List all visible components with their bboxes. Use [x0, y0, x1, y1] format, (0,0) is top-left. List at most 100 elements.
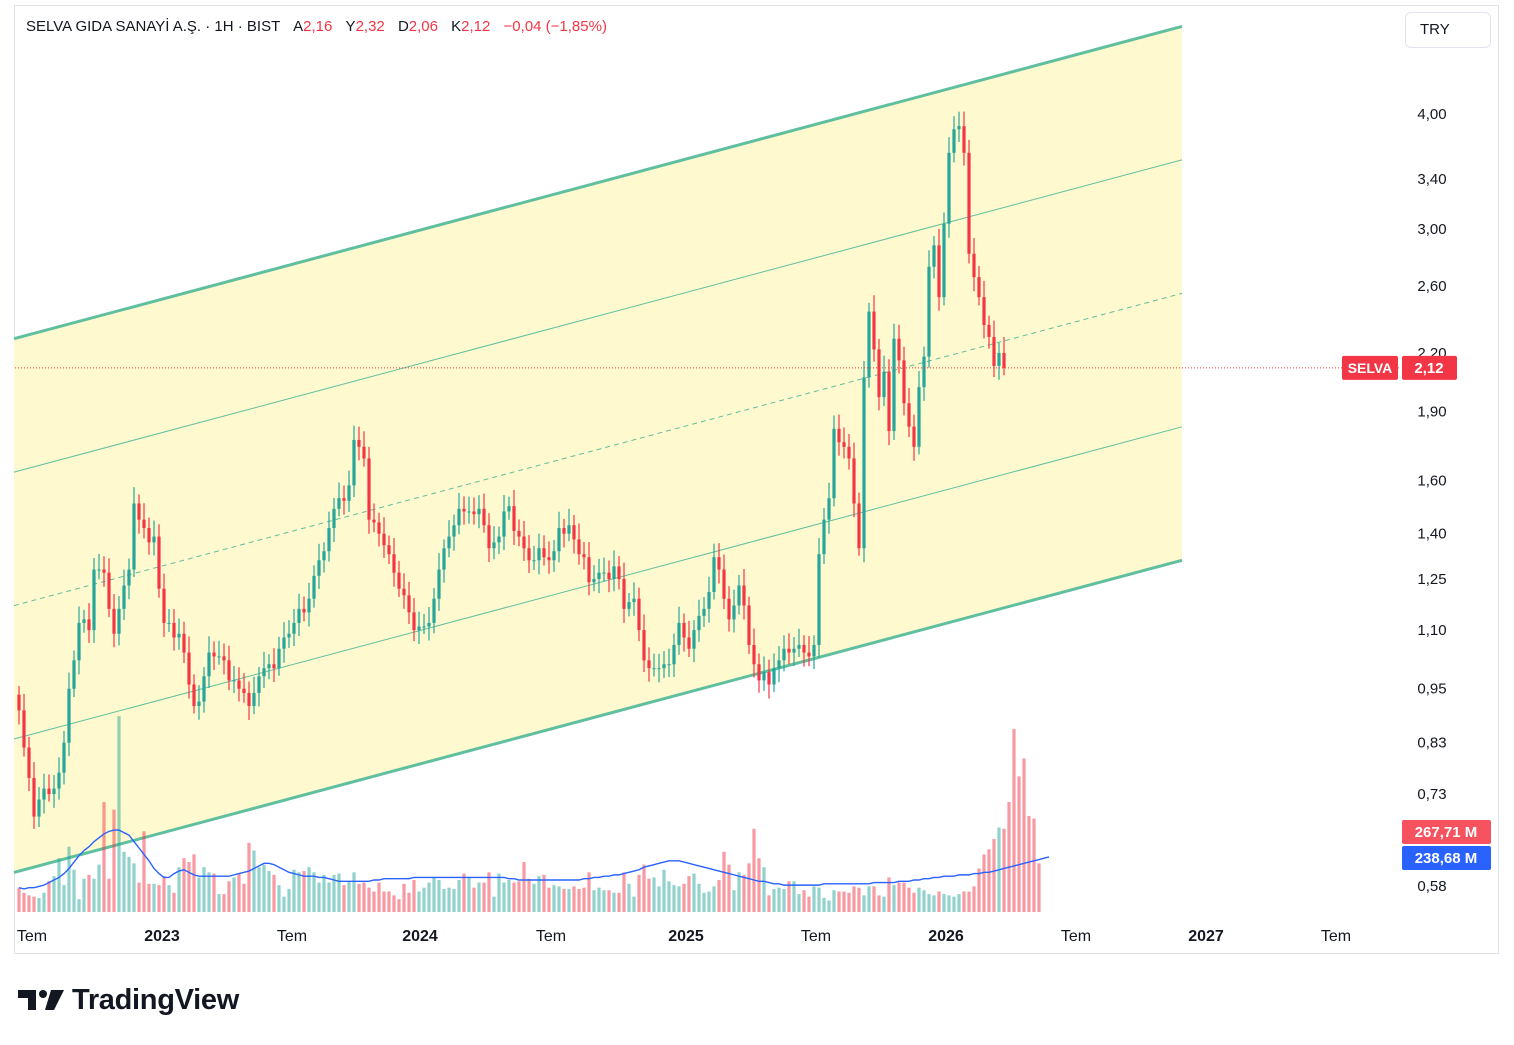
candle[interactable] — [307, 582, 311, 627]
candle[interactable] — [412, 598, 416, 642]
candle[interactable] — [647, 647, 651, 682]
candle[interactable] — [527, 535, 531, 573]
candle[interactable] — [917, 371, 921, 455]
candle[interactable] — [137, 494, 141, 534]
candle[interactable] — [662, 651, 666, 678]
candle[interactable] — [977, 265, 981, 306]
candle[interactable] — [477, 495, 481, 529]
candle[interactable] — [692, 620, 696, 663]
candle[interactable] — [172, 609, 176, 651]
candle[interactable] — [572, 514, 576, 554]
candle[interactable] — [777, 646, 781, 683]
candle[interactable] — [642, 614, 646, 673]
candle[interactable] — [787, 633, 791, 665]
candle[interactable] — [277, 636, 281, 676]
candle[interactable] — [282, 622, 286, 663]
candle[interactable] — [627, 592, 631, 617]
candle[interactable] — [607, 560, 611, 593]
candle[interactable] — [532, 545, 536, 571]
candle[interactable] — [97, 554, 101, 580]
candle[interactable] — [967, 139, 971, 264]
candle[interactable] — [587, 542, 591, 596]
candle[interactable] — [927, 250, 931, 368]
candle[interactable] — [22, 693, 26, 757]
candle[interactable] — [847, 434, 851, 470]
candle[interactable] — [352, 425, 356, 498]
candle[interactable] — [32, 762, 36, 829]
candle[interactable] — [767, 659, 771, 699]
candle[interactable] — [497, 526, 501, 555]
candle[interactable] — [362, 431, 366, 467]
symbol-title[interactable]: SELVA GIDA SANAYİ A.Ş. · 1H · BIST — [26, 18, 280, 35]
candle[interactable] — [937, 229, 941, 311]
candle[interactable] — [522, 521, 526, 561]
candle[interactable] — [597, 558, 601, 594]
candle[interactable] — [537, 533, 541, 575]
candle[interactable] — [732, 589, 736, 633]
candle[interactable] — [342, 485, 346, 515]
candle[interactable] — [267, 654, 271, 680]
candle[interactable] — [17, 685, 21, 725]
candle[interactable] — [867, 302, 871, 388]
candle[interactable] — [257, 666, 261, 707]
candle[interactable] — [107, 558, 111, 618]
candle[interactable] — [317, 543, 321, 589]
candle[interactable] — [872, 295, 876, 362]
candle[interactable] — [372, 503, 376, 533]
candle[interactable] — [377, 512, 381, 547]
candle[interactable] — [417, 611, 421, 644]
candle[interactable] — [622, 562, 626, 623]
candle[interactable] — [957, 111, 961, 143]
candle[interactable] — [997, 342, 1001, 380]
candle[interactable] — [802, 635, 806, 667]
candle[interactable] — [387, 535, 391, 564]
candle[interactable] — [507, 496, 511, 520]
candle[interactable] — [437, 553, 441, 611]
candle[interactable] — [112, 594, 116, 648]
candle[interactable] — [427, 607, 431, 641]
candle[interactable] — [557, 511, 561, 563]
candle[interactable] — [252, 676, 256, 715]
candle[interactable] — [262, 651, 266, 688]
candle[interactable] — [822, 508, 826, 564]
candle[interactable] — [162, 573, 166, 638]
candle[interactable] — [167, 609, 171, 632]
candle[interactable] — [87, 603, 91, 643]
candle[interactable] — [302, 596, 306, 622]
candle[interactable] — [42, 773, 46, 814]
regression-channel[interactable] — [13, 24, 1183, 874]
candle[interactable] — [952, 116, 956, 163]
candle[interactable] — [932, 235, 936, 279]
candle[interactable] — [482, 493, 486, 533]
candle[interactable] — [827, 482, 831, 534]
candle[interactable] — [422, 613, 426, 635]
candle[interactable] — [707, 576, 711, 623]
candle[interactable] — [672, 633, 676, 677]
candle[interactable] — [487, 513, 491, 563]
candle[interactable] — [782, 635, 786, 672]
candle[interactable] — [232, 665, 236, 694]
candle[interactable] — [857, 492, 861, 556]
candle[interactable] — [657, 653, 661, 683]
candle[interactable] — [567, 508, 571, 542]
candle[interactable] — [757, 653, 761, 693]
candle[interactable] — [602, 557, 606, 582]
candle[interactable] — [217, 640, 221, 665]
candle[interactable] — [877, 338, 881, 411]
candle[interactable] — [127, 558, 131, 600]
candle[interactable] — [617, 556, 621, 590]
candle[interactable] — [562, 518, 566, 548]
candle[interactable] — [457, 492, 461, 535]
candle[interactable] — [762, 656, 766, 691]
candle[interactable] — [552, 540, 556, 572]
candle[interactable] — [312, 565, 316, 608]
candle[interactable] — [807, 636, 811, 667]
tradingview-logo[interactable]: TradingView — [18, 983, 239, 1017]
candle[interactable] — [292, 608, 296, 647]
candle[interactable] — [582, 542, 586, 570]
candle[interactable] — [1002, 336, 1006, 376]
price-axis[interactable]: 4,003,403,002,602,201,901,601,401,251,10… — [1417, 106, 1446, 895]
candle[interactable] — [287, 620, 291, 648]
candle[interactable] — [432, 587, 436, 634]
currency-button[interactable]: TRY — [1405, 12, 1491, 48]
